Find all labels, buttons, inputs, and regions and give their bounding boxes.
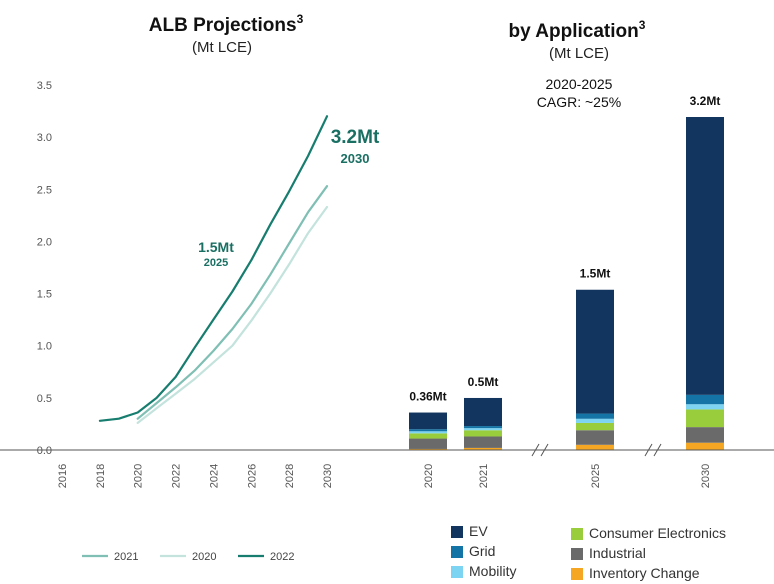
bar-segment-grid-2020 <box>409 429 447 432</box>
bar-segment-industrial-2021 <box>464 436 502 448</box>
annotation-2025-value: 1.5Mt <box>198 239 234 255</box>
line-chart: 0.0 0.5 1.0 1.5 2.0 2.5 3.0 3.5 2016 2018 2020 2022… <box>37 80 380 488</box>
bar-segment-mobility-2020 <box>409 431 447 434</box>
annotation-2025-year: 2025 <box>204 257 228 269</box>
line-legend-label-2020: 2020 <box>192 551 216 563</box>
y-tick-label: 0.0 <box>37 445 52 457</box>
legends: 2021 2020 2022 EV Grid Mobility Consumer Elect… <box>82 523 726 581</box>
annotation-2030-value: 3.2Mt <box>331 127 380 148</box>
bar-total-label: 0.36Mt <box>409 390 446 404</box>
bar-segment-industrial-2020 <box>409 438 447 449</box>
bar-segment-grid-2021 <box>464 426 502 429</box>
bar-segment-industrial-2025 <box>576 430 614 445</box>
legend-label-ev: EV <box>469 523 488 539</box>
cagr-value: CAGR: ~25% <box>537 94 621 110</box>
y-tick-label: 1.5 <box>37 289 52 301</box>
x-tick-label: 2026 <box>246 464 258 488</box>
line-chart-title: ALB Projections3 <box>149 12 304 36</box>
x-tick-label: 2030 <box>322 464 334 488</box>
legend-swatch-mobility <box>451 566 463 578</box>
y-tick-label: 1.0 <box>37 341 52 353</box>
y-tick-label: 0.5 <box>37 393 52 405</box>
y-tick-label: 3.0 <box>37 132 52 144</box>
bar-segment-mobility-2025 <box>576 418 614 423</box>
y-tick-label: 2.0 <box>37 236 52 248</box>
legend-swatch-grid <box>451 546 463 558</box>
x-tick-label: 2016 <box>57 464 69 488</box>
bar-category-label: 2021 <box>478 464 490 488</box>
line-series-2021 <box>136 185 329 420</box>
bar-total-label: 0.5Mt <box>468 375 499 389</box>
bar-category-label: 2025 <box>590 464 602 488</box>
bar-segment-mobility-2021 <box>464 428 502 431</box>
legend-label-grid: Grid <box>469 543 495 559</box>
legend-label-consumer-electronics: Consumer Electronics <box>589 525 726 541</box>
x-tick-label: 2020 <box>133 464 145 488</box>
bar-total-label: 1.5Mt <box>580 267 611 281</box>
line-series-2022 <box>98 115 329 422</box>
bar-segment-consumer-electronics-2025 <box>576 422 614 431</box>
bar-category-label: 2020 <box>423 464 435 488</box>
bar-segment-consumer-electronics-2021 <box>464 430 502 437</box>
bar-segment-ev-2030 <box>686 117 724 395</box>
bar-segment-ev-2025 <box>576 289 614 414</box>
bar-segment-inventory-change-2021 <box>464 447 502 450</box>
bar-segment-grid-2030 <box>686 394 724 405</box>
bar-segment-inventory-change-2030 <box>686 442 724 450</box>
legend-label-mobility: Mobility <box>469 563 516 579</box>
line-series-2020 <box>136 205 329 424</box>
line-chart-subtitle: (Mt LCE) <box>192 39 252 56</box>
y-tick-label: 3.5 <box>37 80 52 92</box>
legend-label-industrial: Industrial <box>589 545 646 561</box>
x-tick-label: 2018 <box>95 464 107 488</box>
bar-segment-inventory-change-2025 <box>576 444 614 450</box>
bar-category-label: 2030 <box>700 464 712 488</box>
bar-chart-subtitle: (Mt LCE) <box>549 45 609 62</box>
bar-segment-ev-2020 <box>409 412 447 430</box>
cagr-period: 2020-2025 <box>546 76 613 92</box>
line-legend-label-2021: 2021 <box>114 551 138 563</box>
x-tick-label: 2028 <box>284 464 296 488</box>
bar-chart-title: by Application3 <box>509 18 646 42</box>
bar-segment-industrial-2030 <box>686 427 724 443</box>
bar-segment-consumer-electronics-2030 <box>686 409 724 428</box>
bar-segment-grid-2025 <box>576 413 614 419</box>
annotation-2030-year: 2030 <box>341 151 370 166</box>
legend-label-inventory-change: Inventory Change <box>589 565 700 581</box>
legend-swatch-ev <box>451 526 463 538</box>
legend-swatch-consumer-electronics <box>571 528 583 540</box>
y-tick-label: 2.5 <box>37 184 52 196</box>
bar-chart: 0.36Mt 2020 0.5Mt 2021 1.5Mt 2025 3.2Mt 2030 <box>409 94 724 488</box>
line-legend-label-2022: 2022 <box>270 551 294 563</box>
legend-swatch-inventory-change <box>571 568 583 580</box>
bar-segment-inventory-change-2020 <box>409 448 447 450</box>
bar-segment-mobility-2030 <box>686 404 724 410</box>
x-tick-label: 2022 <box>171 464 183 488</box>
bar-segment-consumer-electronics-2020 <box>409 433 447 439</box>
bar-total-label: 3.2Mt <box>690 94 721 108</box>
bar-segment-ev-2021 <box>464 397 502 427</box>
x-tick-label: 2024 <box>208 464 220 488</box>
legend-swatch-industrial <box>571 548 583 560</box>
